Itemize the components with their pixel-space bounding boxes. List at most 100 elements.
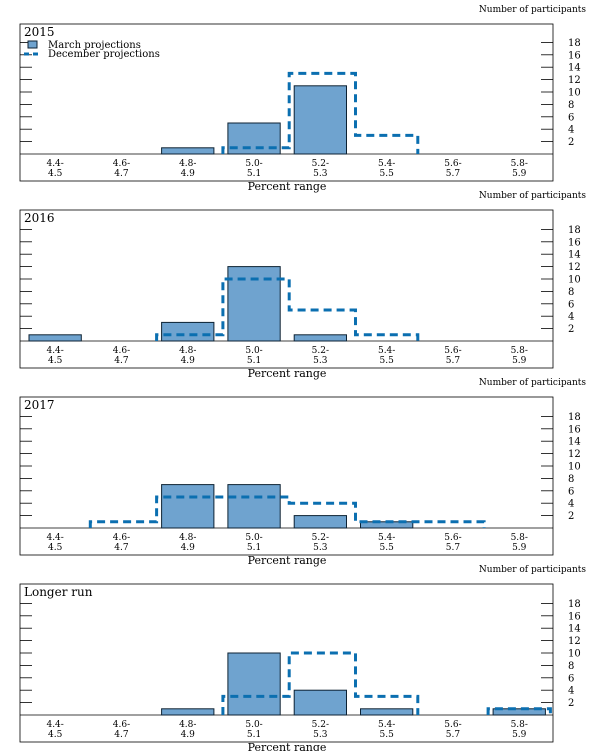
x-tick-label-bottom: 4.5: [48, 356, 63, 366]
march-bar: [161, 147, 215, 155]
x-tick-label-top: 4.8-: [179, 533, 196, 543]
x-tick-label-bottom: 4.7: [114, 730, 129, 740]
y-tick-label: 12: [568, 262, 581, 273]
x-tick-label-bottom: 5.1: [247, 543, 261, 553]
x-tick-label-bottom: 5.3: [313, 169, 328, 179]
y-tick-label: 16: [568, 424, 581, 435]
y-tick-label: 2: [568, 698, 574, 709]
x-tick-label-top: 5.6-: [444, 533, 461, 543]
panel-frame: [19, 396, 554, 556]
y-tick-label: 14: [568, 63, 581, 74]
y-tick-label: 2: [568, 324, 574, 335]
x-tick-label-top: 5.2-: [312, 720, 329, 730]
y-tick-label: 16: [568, 50, 581, 61]
x-tick-label-bottom: 5.5: [379, 543, 394, 553]
x-tick-label-bottom: 5.7: [446, 356, 461, 366]
x-tick-label-bottom: 5.5: [379, 730, 394, 740]
y-tick-label: 8: [568, 287, 574, 298]
y-tick-label: 4: [568, 686, 574, 697]
y-tick-label: 4: [568, 312, 574, 323]
x-tick-label-bottom: 5.5: [379, 169, 394, 179]
x-tick-label-top: 5.0-: [245, 533, 262, 543]
y-tick-label: 16: [568, 611, 581, 622]
december-dashed-line: [221, 651, 552, 715]
panel-title: 2017: [24, 398, 55, 412]
x-tick-label-top: 5.8-: [511, 159, 528, 169]
x-tick-label-top: 5.6-: [444, 159, 461, 169]
x-tick-label-bottom: 5.1: [247, 356, 261, 366]
march-bar: [161, 484, 215, 529]
y-tick-label: 6: [568, 673, 574, 684]
march-bar: [293, 334, 348, 342]
x-tick-label-top: 4.6-: [113, 159, 130, 169]
y-tick-label: 18: [568, 225, 581, 236]
x-axis-label: Percent range: [248, 741, 327, 751]
march-bar: [227, 484, 281, 529]
x-tick-label-top: 4.4-: [46, 159, 63, 169]
x-tick-label-bottom: 4.7: [114, 543, 129, 553]
y-axis-label: Number of participants: [479, 5, 586, 15]
y-tick-label: 8: [568, 100, 574, 111]
x-tick-label-bottom: 4.5: [48, 543, 63, 553]
december-dashed-line: [221, 71, 420, 154]
x-tick-label-bottom: 5.7: [446, 730, 461, 740]
x-tick-label-bottom: 4.7: [114, 169, 129, 179]
x-tick-label-top: 4.6-: [113, 346, 130, 356]
x-tick-label-top: 4.4-: [46, 346, 63, 356]
x-tick-label-bottom: 5.9: [512, 730, 527, 740]
y-tick-label: 8: [568, 661, 574, 672]
x-tick-label-top: 5.4-: [378, 346, 395, 356]
x-tick-label-top: 4.6-: [113, 533, 130, 543]
x-tick-label-bottom: 5.1: [247, 169, 261, 179]
y-tick-label: 8: [568, 474, 574, 485]
y-tick-label: 6: [568, 112, 574, 123]
x-tick-label-top: 5.8-: [511, 720, 528, 730]
x-tick-label-top: 5.2-: [312, 533, 329, 543]
x-tick-label-top: 4.4-: [46, 720, 63, 730]
x-tick-label-top: 5.8-: [511, 346, 528, 356]
legend-march-swatch: [27, 40, 38, 49]
march-bar: [492, 708, 546, 716]
x-tick-label-top: 5.0-: [245, 159, 262, 169]
x-tick-label-bottom: 4.5: [48, 169, 63, 179]
x-tick-label-bottom: 5.7: [446, 543, 461, 553]
y-tick-label: 4: [568, 125, 574, 136]
panel-title: 2016: [24, 211, 55, 225]
y-tick-label: 18: [568, 38, 581, 49]
y-tick-label: 2: [568, 137, 574, 148]
legend-december-label: December projections: [48, 49, 160, 60]
x-tick-label-top: 4.6-: [113, 720, 130, 730]
x-tick-label-bottom: 5.9: [512, 169, 527, 179]
y-tick-label: 4: [568, 499, 574, 510]
x-axis-label: Percent range: [248, 367, 327, 380]
y-tick-label: 10: [568, 88, 581, 99]
december-dashed-line: [155, 277, 420, 341]
x-tick-label-bottom: 4.7: [114, 356, 129, 366]
x-tick-label-bottom: 5.5: [379, 356, 394, 366]
panel-frame: [19, 209, 554, 369]
y-tick-label: 12: [568, 449, 581, 460]
x-tick-label-top: 5.6-: [444, 346, 461, 356]
x-tick-label-bottom: 4.5: [48, 730, 63, 740]
x-tick-label-bottom: 4.9: [181, 356, 196, 366]
march-bar: [227, 652, 281, 716]
x-tick-label-top: 5.2-: [312, 159, 329, 169]
y-axis-label: Number of participants: [479, 191, 586, 201]
y-tick-label: 12: [568, 75, 581, 86]
x-tick-label-top: 5.4-: [378, 720, 395, 730]
panel-title: Longer run: [24, 585, 93, 599]
x-tick-label-bottom: 5.3: [313, 543, 328, 553]
y-axis-label: Number of participants: [479, 565, 586, 575]
y-tick-label: 16: [568, 237, 581, 248]
legend-march-label: March projections: [48, 40, 141, 51]
x-tick-label-top: 5.0-: [245, 346, 262, 356]
y-tick-label: 12: [568, 636, 581, 647]
x-tick-label-top: 5.0-: [245, 720, 262, 730]
x-tick-label-bottom: 5.7: [446, 169, 461, 179]
x-tick-label-top: 4.8-: [179, 346, 196, 356]
y-tick-label: 10: [568, 462, 581, 473]
panel-frame: [19, 23, 554, 182]
march-bar: [161, 321, 215, 342]
march-bar: [161, 708, 215, 716]
y-tick-label: 14: [568, 624, 581, 635]
